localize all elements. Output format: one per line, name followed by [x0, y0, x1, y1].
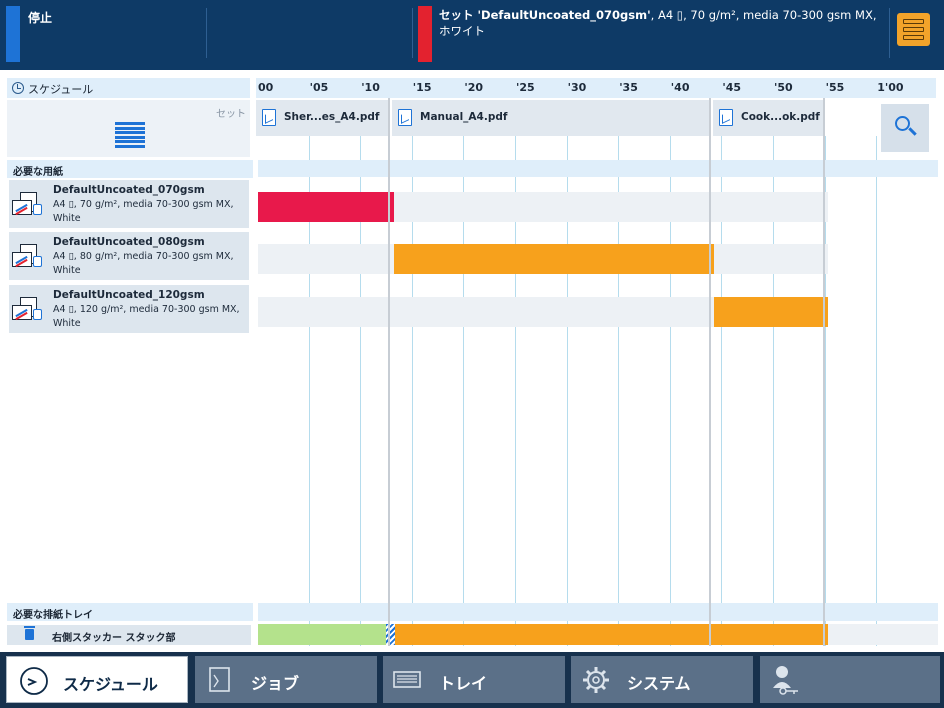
bottom-navigation: スケジュール ジョブ トレイ システム: [0, 652, 944, 708]
job-item[interactable]: Cook...ok.pdf: [713, 100, 823, 136]
media-item[interactable]: DefaultUncoated_080gsm A4 ▯, 80 g/m², me…: [9, 232, 249, 280]
status-bar: 停止 セット 'DefaultUncoated_070gsm', A4 ▯, 7…: [0, 0, 944, 70]
clock-icon: [20, 667, 48, 695]
output-tray-item[interactable]: 右側スタッカー スタック部: [7, 625, 251, 645]
media-icon: [12, 297, 42, 321]
media-alert-message[interactable]: セット 'DefaultUncoated_070gsm', A4 ▯, 70 g…: [439, 7, 884, 39]
user-key-icon: [773, 666, 798, 695]
schedule-view: スケジュール 00 '05 '10 '15 '20 '25 '30 '35 '40 '45 '50 '…: [0, 70, 944, 652]
document-icon: [262, 109, 276, 126]
timeline-tick-label: 00: [258, 81, 274, 94]
schedule-header-label: スケジュール: [28, 83, 94, 96]
job-item[interactable]: Sher...es_A4.pdf: [256, 100, 388, 136]
tab-user[interactable]: [760, 656, 940, 703]
timeline-tick-label: '15: [412, 81, 432, 94]
media-description: A4 ▯, 70 g/m², media 70-300 gsm MX, Whit…: [53, 199, 234, 224]
timeline-grid-line: [515, 136, 516, 646]
media-description: A4 ▯, 80 g/m², media 70-300 gsm MX, Whit…: [53, 251, 234, 276]
tray-bar-printing: [395, 624, 828, 645]
tab-label: スケジュール: [63, 675, 158, 694]
media-alert-detail: , A4 ▯, 70 g/m², media 70-300 gsm MX, ホワ…: [439, 8, 877, 38]
storage-button[interactable]: [897, 13, 930, 46]
media-alert-title: セット 'DefaultUncoated_070gsm': [439, 8, 651, 22]
job-name: Sher...es_A4.pdf: [284, 111, 380, 123]
media-usage-bar[interactable]: [394, 244, 715, 274]
schedule-header: スケジュール: [7, 78, 250, 98]
status-divider: [889, 8, 890, 58]
job-boundary-line: [823, 98, 825, 646]
timeline-axis: 00 '05 '10 '15 '20 '25 '30 '35 '40 '45 '50 '55 1'00: [256, 78, 936, 98]
timeline-grid-line: [566, 136, 568, 646]
storage-icon: [903, 19, 924, 24]
required-output-tray-header: 必要な排紙トレイ: [7, 603, 253, 621]
timeline-tick-label: '55: [825, 81, 845, 94]
job-boundary-line: [388, 98, 390, 646]
timeline-grid-line: [876, 136, 878, 646]
media-item[interactable]: DefaultUncoated_120gsm A4 ▯, 120 g/m², m…: [9, 285, 249, 333]
timeline-tick-label: '25: [516, 81, 535, 94]
timeline-grid-line: [360, 136, 362, 646]
timeline-tick-label: 1'00: [877, 81, 904, 94]
timeline-tick-label: '45: [722, 81, 742, 94]
status-divider: [206, 8, 207, 58]
tray-bar-idle: [258, 624, 386, 645]
timeline-grid-line: [463, 136, 465, 646]
timeline-grid-line: [308, 136, 310, 646]
media-description: A4 ▯, 120 g/m², media 70-300 gsm MX, Whi…: [53, 304, 240, 329]
timeline-grid-line: [773, 136, 774, 646]
media-usage-bar[interactable]: [714, 297, 828, 327]
required-media-header: 必要な用紙: [7, 160, 253, 178]
document-icon: [719, 109, 733, 126]
tray-header-strip: [258, 603, 938, 621]
timeline-tick-label: '05: [309, 81, 329, 94]
job-name: Manual_A4.pdf: [420, 111, 508, 123]
tab-label: システム: [627, 674, 691, 693]
tab-jobs[interactable]: ジョブ: [195, 656, 377, 703]
timeline-tick-label: '50: [774, 81, 793, 94]
tab-schedule[interactable]: スケジュール: [6, 656, 188, 703]
media-icon: [12, 244, 42, 268]
job-item[interactable]: Manual_A4.pdf: [392, 100, 709, 136]
job-name: Cook...ok.pdf: [741, 111, 820, 123]
output-tray-name: 右側スタッカー スタック部: [52, 633, 176, 644]
status-divider: [412, 8, 413, 58]
set-label: セット: [216, 109, 246, 120]
media-header-strip: [258, 160, 938, 177]
timeline-grid-line: [669, 136, 671, 646]
media-name: DefaultUncoated_080gsm: [53, 236, 205, 248]
status-left-indicator: [6, 6, 20, 62]
media-usage-bar[interactable]: [258, 192, 395, 222]
magnifier-icon: [895, 116, 910, 131]
timeline-tick-label: '30: [567, 81, 587, 94]
timeline-tick-label: '10: [361, 81, 380, 94]
gear-icon: [583, 667, 609, 693]
tab-trays[interactable]: トレイ: [383, 656, 565, 703]
job-boundary-line: [709, 98, 711, 646]
printer-status-text: 停止: [28, 11, 53, 25]
set-panel: セット: [7, 100, 250, 157]
clock-icon: [12, 82, 24, 94]
media-name: DefaultUncoated_070gsm: [53, 184, 205, 196]
media-item[interactable]: DefaultUncoated_070gsm A4 ▯, 70 g/m², me…: [9, 180, 249, 228]
timeline-tick-label: '40: [670, 81, 690, 94]
timeline-tick-label: '20: [464, 81, 484, 94]
tab-label: トレイ: [439, 674, 488, 693]
timeline-grid-line: [721, 136, 723, 646]
timeline-tick-label: '35: [619, 81, 638, 94]
tray-icon: [393, 671, 421, 688]
document-icon: [398, 109, 412, 126]
tab-system[interactable]: システム: [571, 656, 753, 703]
document-icon: [209, 667, 230, 692]
timeline-grid-line: [411, 136, 413, 646]
media-name: DefaultUncoated_120gsm: [53, 289, 205, 301]
media-icon: [12, 192, 42, 216]
tab-label: ジョブ: [251, 674, 300, 693]
tray-bar-transition: [386, 624, 395, 645]
paper-stack-icon: [115, 122, 145, 150]
zoom-button[interactable]: [881, 104, 929, 152]
timeline-grid-line: [618, 136, 620, 646]
stacker-icon: [24, 626, 35, 640]
status-alert-indicator: [418, 6, 432, 62]
timeline-grid-line: [824, 136, 826, 646]
